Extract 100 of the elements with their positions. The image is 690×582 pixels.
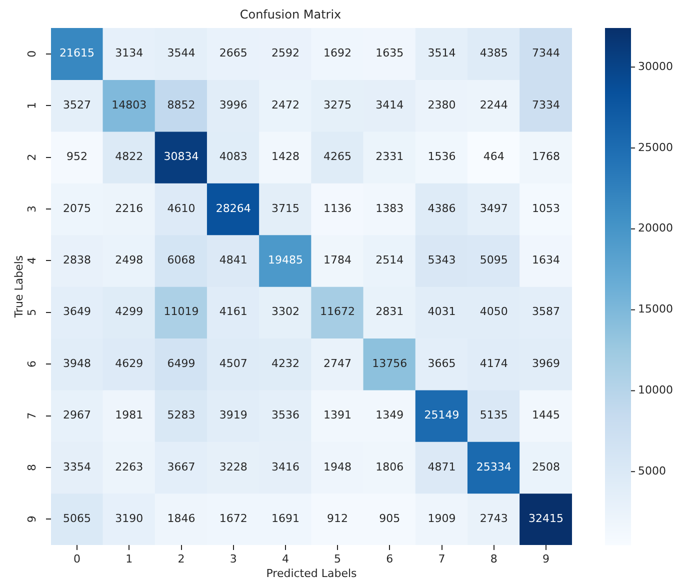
x-tick-label: 0: [74, 552, 81, 566]
data-label: 4386: [428, 202, 456, 215]
data-label: 2498: [115, 254, 144, 267]
data-label: 3275: [324, 98, 352, 112]
data-label: 4385: [480, 46, 508, 60]
x-tick-label: 5: [334, 552, 342, 566]
data-label: 1428: [271, 150, 300, 164]
data-label: 3134: [115, 46, 144, 60]
y-tick-label: 5: [25, 308, 38, 316]
data-label: 3919: [219, 408, 248, 422]
data-label: 1768: [532, 150, 560, 164]
data-label: 2747: [324, 356, 352, 370]
data-label: 3536: [271, 408, 300, 422]
y-tick-label: 0: [25, 50, 38, 58]
data-label: 11672: [320, 305, 356, 318]
data-label: 25334: [476, 460, 512, 474]
data-label: 4822: [115, 150, 144, 164]
data-label: 3527: [63, 98, 92, 112]
data-label: 2331: [376, 150, 404, 164]
data-label: 1445: [532, 408, 560, 422]
data-label: 4841: [219, 254, 248, 267]
data-label: 1691: [271, 512, 300, 526]
y-tick-label: 8: [25, 464, 38, 471]
data-label: 4629: [115, 356, 144, 370]
data-label: 1692: [324, 46, 352, 60]
x-tick-label: 7: [438, 552, 446, 566]
data-label: 1053: [532, 202, 560, 215]
data-label: 912: [327, 512, 348, 526]
data-label: 5343: [428, 254, 456, 267]
color-bar-label: 5000: [638, 464, 666, 478]
data-label: 6499: [167, 356, 196, 370]
data-label: 1806: [376, 460, 404, 474]
data-label: 3544: [167, 46, 196, 60]
data-label: 3497: [480, 202, 508, 215]
color-bar-label: 20000: [638, 222, 673, 235]
y-tick-label: 2: [25, 154, 38, 161]
data-label: 1136: [324, 202, 352, 215]
data-label: 3948: [63, 356, 92, 370]
data-label: 3514: [428, 46, 456, 60]
data-label: 4871: [428, 460, 456, 474]
data-label: 4610: [167, 202, 196, 215]
data-label: 5095: [480, 254, 508, 267]
data-label: 4161: [219, 305, 248, 318]
chart-title: Confusion Matrix: [240, 7, 342, 22]
data-label: 2514: [376, 254, 404, 267]
data-label: 3190: [115, 512, 144, 526]
data-label: 4232: [271, 356, 300, 370]
data-label: 2380: [428, 98, 456, 112]
data-label: 2263: [115, 460, 144, 474]
color-bar-label: 25000: [638, 140, 673, 154]
data-label: 5065: [63, 512, 92, 526]
data-label: 1383: [376, 202, 404, 215]
data-label: 1981: [115, 408, 144, 422]
data-label: 19485: [268, 254, 303, 267]
data-label: 2592: [271, 46, 300, 60]
data-label: 4507: [219, 356, 248, 370]
y-tick-label: 6: [25, 360, 38, 368]
x-tick-label: 1: [126, 552, 133, 566]
data-label: 5135: [480, 408, 508, 422]
data-label: 3996: [219, 98, 248, 112]
x-tick-label: 3: [230, 552, 237, 566]
data-label: 3354: [63, 460, 92, 474]
data-label: 2838: [63, 254, 92, 267]
data-label: 32415: [528, 512, 564, 526]
x-tick-label: 6: [386, 552, 394, 566]
color-bar-label: 10000: [638, 384, 673, 397]
data-label: 1536: [428, 150, 456, 164]
data-label: 13756: [372, 356, 408, 370]
data-label: 905: [379, 512, 400, 526]
data-label: 4031: [428, 305, 456, 318]
data-label: 4083: [219, 150, 248, 164]
data-label: 2665: [219, 46, 248, 60]
x-tick-label: 8: [490, 552, 498, 566]
data-label: 3715: [271, 202, 300, 215]
data-label: 1672: [219, 512, 248, 526]
data-label: 952: [66, 150, 88, 164]
y-axis-title: True Labels: [12, 255, 26, 319]
data-label: 1909: [428, 512, 456, 526]
data-label: 11019: [164, 305, 199, 318]
data-label: 21615: [60, 46, 95, 60]
data-label: 25149: [424, 408, 460, 422]
data-label: 4299: [115, 305, 144, 318]
data-label: 1635: [376, 46, 404, 60]
data-label: 2216: [115, 202, 144, 215]
x-axis-title: Predicted Labels: [266, 566, 358, 580]
data-label: 7334: [532, 98, 560, 112]
data-label: 3414: [376, 98, 404, 112]
y-tick-label: 3: [25, 205, 38, 212]
data-label: 2967: [63, 408, 92, 422]
data-label: 4050: [480, 305, 508, 318]
data-label: 1349: [376, 408, 404, 422]
data-label: 2472: [271, 98, 300, 112]
data-label: 3302: [271, 305, 300, 318]
data-label: 7344: [532, 46, 560, 60]
data-label: 2244: [480, 98, 508, 112]
data-label: 3228: [219, 460, 248, 474]
data-label: 1948: [324, 460, 352, 474]
x-tick-label: 4: [282, 552, 289, 566]
color-bar-label: 15000: [638, 302, 673, 316]
data-label: 1634: [532, 254, 560, 267]
